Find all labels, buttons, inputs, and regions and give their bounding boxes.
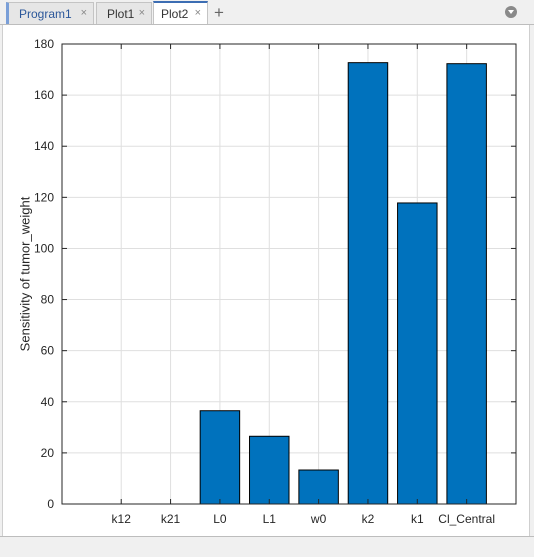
tab-label: Plot1 bbox=[107, 6, 135, 21]
close-icon[interactable]: × bbox=[80, 7, 87, 19]
tab-plot1[interactable]: Plot1 × bbox=[96, 2, 152, 24]
bar-l1 bbox=[249, 435, 290, 505]
tab-label: Program1 bbox=[19, 6, 72, 21]
y-tick-label: 120 bbox=[34, 190, 54, 204]
x-tick-label: w0 bbox=[310, 512, 327, 526]
bar-cl_central bbox=[446, 63, 487, 505]
x-tick-label: k1 bbox=[411, 512, 424, 526]
y-tick-label: 0 bbox=[47, 497, 54, 511]
bar-l0 bbox=[199, 410, 241, 505]
y-axis-label: Sensitivity of tumor_weight bbox=[18, 196, 33, 351]
tab-program1[interactable]: Program1 × bbox=[6, 2, 94, 24]
tab-label: Plot2 bbox=[161, 6, 189, 21]
bars bbox=[199, 62, 487, 505]
y-tick-label: 80 bbox=[41, 293, 55, 307]
figure-panel: 0 20 40 60 80 100 120 140 160 180 k12 k21 L0 L1 w0 k2 k… bbox=[2, 25, 530, 536]
tab-bar: Program1 × Plot1 × Plot2 × + bbox=[0, 0, 534, 25]
y-tick-label: 20 bbox=[41, 446, 55, 460]
y-tick-label: 100 bbox=[34, 241, 54, 255]
y-ticks: 0 20 40 60 80 100 120 140 160 180 bbox=[34, 37, 516, 511]
x-tick-label: L1 bbox=[263, 512, 277, 526]
tab-menu-chevron-icon[interactable] bbox=[505, 6, 517, 18]
tab-plot2[interactable]: Plot2 × bbox=[153, 1, 208, 24]
y-tick-label: 180 bbox=[34, 37, 54, 51]
axes-box bbox=[61, 43, 517, 505]
status-bar bbox=[0, 536, 534, 557]
y-tick-label: 40 bbox=[41, 395, 55, 409]
x-tick-label: k2 bbox=[362, 512, 375, 526]
add-tab-icon[interactable]: + bbox=[214, 3, 224, 22]
x-tick-label: Cl_Central bbox=[438, 512, 495, 526]
bar-w0 bbox=[298, 469, 339, 505]
x-tick-label: k12 bbox=[112, 512, 132, 526]
close-icon[interactable]: × bbox=[194, 7, 201, 19]
close-icon[interactable]: × bbox=[138, 7, 145, 19]
x-tick-label: k21 bbox=[161, 512, 181, 526]
bar-k2 bbox=[347, 62, 389, 505]
y-tick-label: 160 bbox=[34, 88, 54, 102]
y-tick-label: 60 bbox=[41, 344, 55, 358]
x-ticks: k12 k21 L0 L1 w0 k2 k1 Cl_Central bbox=[112, 44, 495, 526]
bar-k1 bbox=[397, 202, 438, 505]
x-tick-label: L0 bbox=[213, 512, 227, 526]
y-tick-label: 140 bbox=[34, 139, 54, 153]
